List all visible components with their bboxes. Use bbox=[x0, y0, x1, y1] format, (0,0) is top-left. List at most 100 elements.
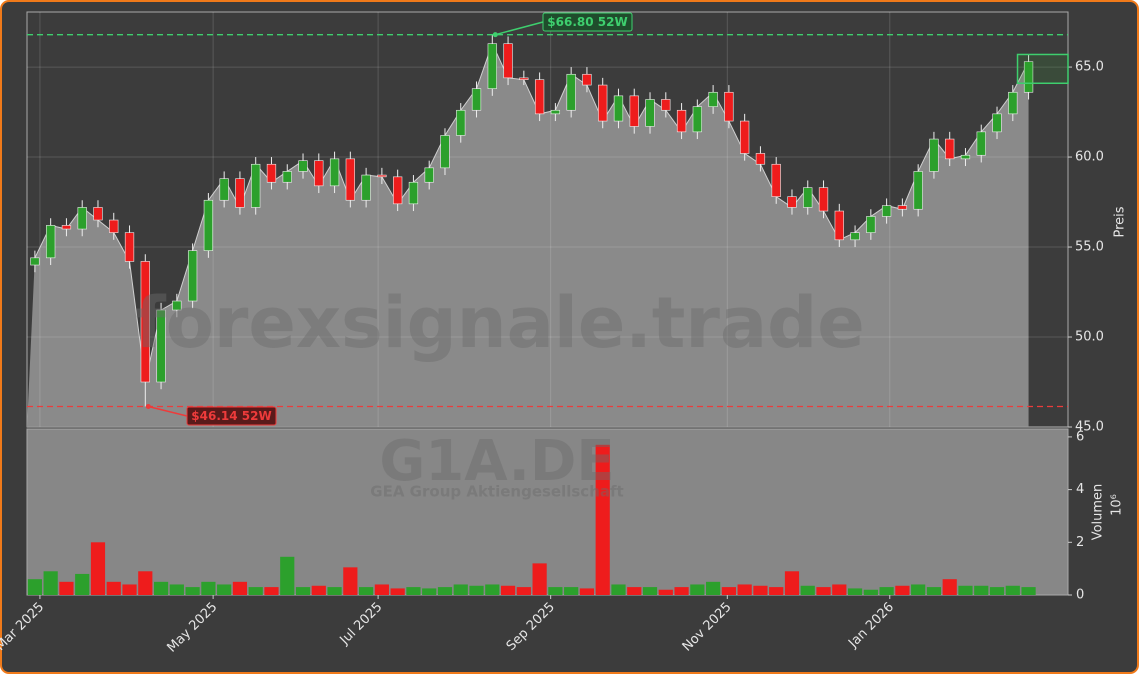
annotation-box bbox=[186, 406, 277, 426]
candle-body bbox=[929, 138, 939, 172]
volume-bar bbox=[911, 584, 926, 595]
volume-bar bbox=[895, 585, 910, 595]
candle-body bbox=[645, 99, 655, 127]
candle-body bbox=[613, 95, 624, 122]
candle-body bbox=[897, 205, 908, 210]
volume-bar bbox=[721, 587, 736, 595]
volume-bar bbox=[469, 585, 484, 595]
volume-bar bbox=[59, 581, 74, 595]
candle-body bbox=[724, 91, 734, 122]
candle-body bbox=[93, 207, 103, 221]
volume-bar bbox=[800, 585, 815, 595]
volume-bar bbox=[658, 589, 673, 595]
watermark: forexsignale.trade bbox=[135, 282, 864, 364]
candle-body bbox=[377, 174, 387, 178]
volume-bar bbox=[942, 579, 957, 595]
volume-bar bbox=[847, 588, 863, 595]
volume-bar bbox=[264, 587, 279, 595]
volume-bar bbox=[863, 589, 878, 595]
candle-body bbox=[771, 163, 781, 197]
volume-bar bbox=[737, 584, 752, 595]
candle-body bbox=[708, 91, 718, 107]
volume-bar bbox=[122, 584, 137, 595]
volume-bar bbox=[974, 585, 989, 595]
volume-bar bbox=[816, 587, 831, 595]
annotation-label: $66.80 52W bbox=[547, 15, 627, 29]
candle-body bbox=[629, 95, 639, 127]
volume-bar bbox=[579, 588, 595, 595]
volume-panel bbox=[26, 428, 1069, 596]
candle-body bbox=[235, 178, 245, 208]
candle-body bbox=[172, 300, 182, 311]
volume-bar bbox=[295, 587, 311, 595]
candle-body bbox=[881, 205, 892, 217]
candle-body bbox=[866, 216, 876, 233]
volume-bar bbox=[138, 571, 153, 595]
volume-bar bbox=[453, 584, 468, 595]
y-axis-label: Preis bbox=[1113, 206, 1128, 237]
candle-body bbox=[661, 99, 671, 111]
candle-body bbox=[534, 79, 545, 115]
volume-bar bbox=[753, 585, 768, 595]
company-watermark: GEA Group Aktiengesellschaft bbox=[370, 483, 623, 501]
volume-bar bbox=[390, 588, 405, 595]
candle-body bbox=[314, 160, 324, 187]
volume-bar bbox=[926, 587, 942, 595]
candle-body bbox=[424, 167, 434, 183]
candle-body bbox=[46, 225, 56, 259]
candle-body bbox=[30, 257, 40, 266]
annotation-arrow bbox=[495, 21, 544, 36]
candle-body bbox=[440, 135, 450, 169]
y-tick-label: 60.0 bbox=[1075, 150, 1104, 165]
candle-body bbox=[582, 73, 592, 86]
candle-body bbox=[77, 207, 87, 230]
candle-body bbox=[818, 187, 829, 212]
candle-body bbox=[156, 309, 166, 383]
candle-body bbox=[1008, 91, 1018, 115]
candle-body bbox=[598, 84, 608, 122]
arrow-head bbox=[145, 403, 151, 409]
candle-body bbox=[787, 196, 797, 208]
volume-axis-label: Volumen bbox=[1091, 484, 1106, 541]
candle-body bbox=[913, 171, 923, 210]
volume-bar bbox=[784, 571, 800, 595]
candle-body bbox=[676, 109, 687, 133]
candle-body bbox=[834, 210, 844, 241]
candle-body bbox=[219, 178, 229, 201]
volume-bar bbox=[217, 584, 232, 595]
candle-body bbox=[140, 261, 150, 383]
volume-bar bbox=[169, 584, 184, 595]
candle-body bbox=[503, 43, 513, 79]
y-tick-label: 50.0 bbox=[1075, 330, 1104, 345]
y-tick-label: 55.0 bbox=[1075, 240, 1104, 255]
candle-body bbox=[109, 219, 119, 233]
candle-body bbox=[945, 138, 955, 160]
volume-bar bbox=[879, 587, 894, 595]
volume-bar bbox=[564, 587, 579, 595]
candle-body bbox=[803, 187, 813, 208]
volume-bar bbox=[989, 587, 1005, 595]
volume-bar bbox=[642, 587, 658, 595]
volume-bar bbox=[548, 587, 563, 595]
volume-bar bbox=[706, 581, 721, 595]
volume-tick-label: 6 bbox=[1076, 429, 1084, 444]
range-box bbox=[1016, 53, 1069, 85]
volume-tick-label: 2 bbox=[1076, 535, 1084, 550]
volume-bar bbox=[153, 581, 169, 595]
volume-bar bbox=[674, 587, 689, 595]
candle-body bbox=[976, 131, 986, 156]
volume-unit: 10⁶ bbox=[1110, 494, 1125, 516]
candle-body bbox=[61, 225, 72, 230]
volume-bar bbox=[627, 587, 642, 595]
close-line bbox=[34, 42, 1030, 383]
candle-body bbox=[519, 77, 529, 80]
y-tick-label: 45.0 bbox=[1075, 420, 1104, 435]
volume-bar bbox=[769, 587, 784, 595]
volume-bar bbox=[90, 542, 106, 595]
candle-body bbox=[692, 106, 702, 133]
volume-bar bbox=[406, 587, 421, 595]
volume-bar bbox=[437, 587, 453, 595]
annotation-arrow bbox=[148, 405, 188, 417]
volume-bar bbox=[327, 587, 342, 595]
